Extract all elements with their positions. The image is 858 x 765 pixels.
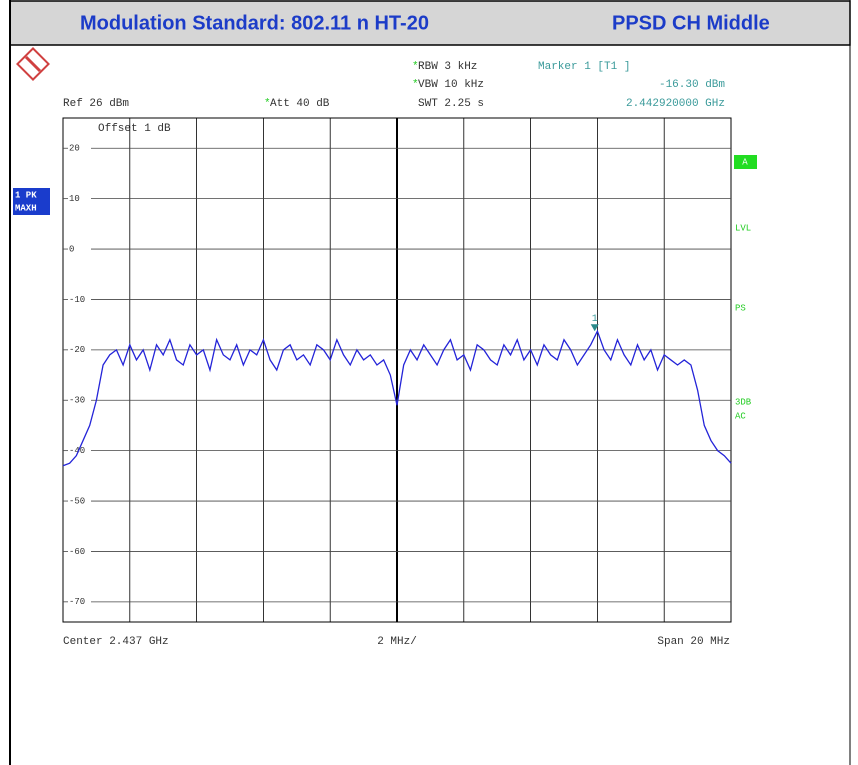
flag: * [264, 98, 271, 110]
y-tick-label: -30 [69, 396, 85, 406]
trace-label: MAXH [15, 203, 37, 213]
y-tick-label: 20 [69, 144, 80, 154]
marker-frequency: 2.442920000 GHz [626, 98, 725, 110]
title: Modulation Standard: 802.11 n HT-20 [80, 12, 429, 34]
y-tick-label: 0 [69, 244, 74, 254]
y-tick-label: -20 [69, 345, 85, 355]
marker-title: Marker 1 [T1 ] [538, 61, 630, 73]
side-label: LVL [735, 223, 751, 233]
offset: Offset 1 dB [98, 123, 171, 135]
trace [62, 329, 732, 467]
flag: * [412, 79, 419, 91]
y-tick-label: -60 [69, 547, 85, 557]
side-label: 3DB [735, 397, 752, 407]
y-tick-label: -50 [69, 496, 85, 506]
y-tick-label: -70 [69, 597, 85, 607]
att: Att 40 dB [270, 98, 330, 110]
marker [590, 324, 599, 332]
side-label: AC [735, 411, 746, 421]
y-tick-label: 10 [69, 194, 80, 204]
logo [16, 47, 50, 81]
side-label: PS [735, 303, 746, 313]
side-box [734, 155, 757, 169]
trace-box [13, 188, 50, 215]
footer-span: Span 20 MHz [657, 636, 730, 648]
marker-label: 1 [592, 314, 598, 325]
flag: * [412, 61, 419, 73]
swt: SWT 2.25 s [418, 98, 484, 110]
footer-center: Center 2.437 GHz [63, 636, 169, 648]
marker-level: -16.30 dBm [659, 79, 725, 91]
vbw: VBW 10 kHz [418, 79, 484, 91]
ref: Ref 26 dBm [63, 98, 129, 110]
rbw: RBW 3 kHz [418, 61, 477, 73]
footer-division: 2 MHz/ [377, 636, 417, 648]
side-label: A [742, 157, 748, 167]
y-tick-label: -40 [69, 446, 85, 456]
trace-label: 1 PK [15, 190, 37, 200]
header-bar [9, 0, 851, 46]
subtitle: PPSD CH Middle [612, 12, 770, 34]
y-tick-label: -10 [69, 295, 85, 305]
